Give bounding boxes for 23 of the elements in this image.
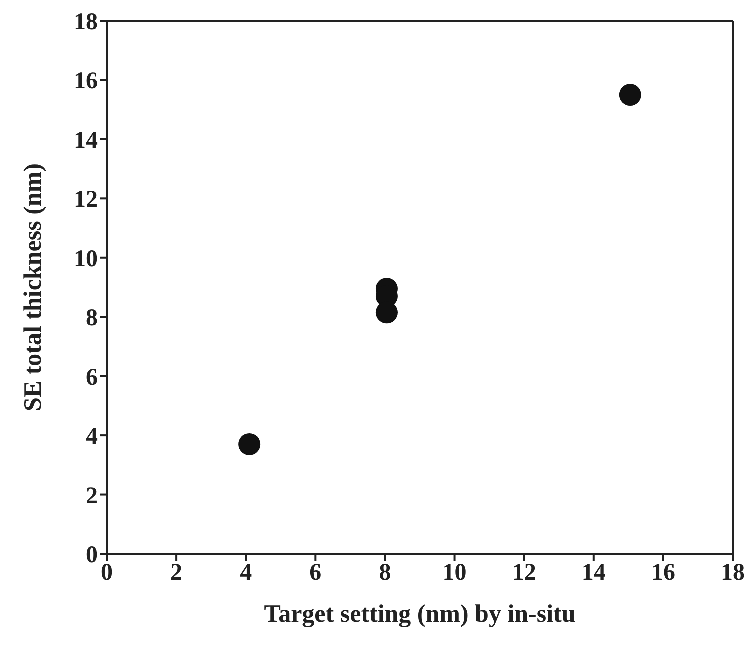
x-tick-label: 12 (512, 560, 536, 586)
x-tick-label: 16 (651, 560, 676, 586)
y-tick-label: 14 (74, 128, 98, 154)
y-tick-label: 10 (74, 246, 98, 272)
y-tick-label: 12 (74, 187, 98, 214)
x-tick-label: 4 (240, 560, 252, 586)
y-tick-label: 8 (86, 306, 98, 332)
x-tick-label: 14 (582, 560, 606, 586)
y-tick-label: 6 (86, 364, 98, 391)
point (619, 84, 642, 106)
x-tick-label: 8 (379, 560, 392, 586)
y-tick-label: 0 (86, 542, 98, 569)
x-tick-label: 18 (721, 560, 745, 586)
y-tick-label: 18 (74, 10, 98, 36)
y-tick-label: 4 (86, 424, 98, 450)
x-axis-title: Target setting (nm) by in-situ (264, 601, 576, 628)
point (238, 433, 261, 456)
y-axis-title: SE total thickness (nm) (20, 164, 47, 412)
x-tick-label: 2 (170, 560, 183, 586)
y-tick-label: 16 (74, 68, 98, 95)
x-tick-label: 10 (442, 560, 467, 586)
y-tick-label: 2 (86, 483, 98, 510)
x-tick-label: 6 (310, 560, 322, 586)
